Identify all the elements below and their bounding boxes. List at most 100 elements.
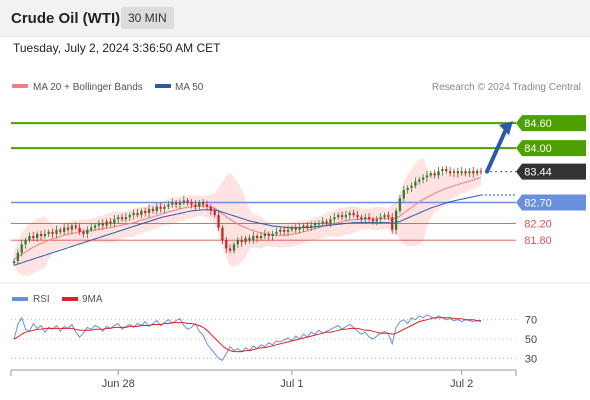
legend: MA 20 + Bollinger Bands MA 50 Research ©… — [12, 82, 581, 93]
candle-body — [109, 221, 112, 224]
x-tick-label: Jul 1 — [280, 378, 303, 390]
candle-body — [217, 215, 220, 228]
candle-body — [406, 187, 409, 190]
candle-body — [159, 206, 162, 209]
candle-body — [472, 171, 475, 174]
candle-body — [313, 223, 317, 226]
candle-body — [120, 217, 124, 220]
level-label-81.80: 81.80 — [524, 235, 552, 247]
bollinger-bands — [14, 157, 481, 276]
candle-body — [348, 213, 351, 216]
candle-body — [178, 202, 182, 205]
candle-body — [256, 236, 259, 239]
chart-header: Crude Oil (WTI) 30 MIN — [0, 0, 590, 37]
candle-body — [228, 248, 232, 251]
arrow-shaft — [485, 125, 509, 174]
candle-body — [32, 236, 35, 239]
candle-body — [418, 179, 421, 182]
level-label-82.70: 82.70 — [524, 198, 552, 210]
candle-body — [468, 171, 471, 174]
rsi-level-label-70: 70 — [525, 315, 537, 327]
candle-body — [398, 198, 402, 211]
candle-body — [66, 227, 70, 230]
chart-datetime: Tuesday, July 2, 2024 3:36:50 AM CET — [13, 41, 221, 55]
candle-body — [225, 240, 228, 249]
candle-body — [429, 173, 432, 176]
candle-body — [464, 171, 467, 174]
level-labels: 84.60 84.00 83.44 82.70 82.20 81.80 — [516, 115, 586, 247]
candle-body — [16, 252, 20, 262]
candle-body — [51, 231, 54, 234]
candle-body — [182, 200, 185, 203]
candle-body — [344, 215, 348, 218]
level-lines — [11, 122, 516, 241]
candle-body — [248, 238, 251, 241]
candle-body — [36, 233, 39, 239]
x-tick-label: Jun 28 — [102, 378, 135, 390]
candle-body — [97, 223, 101, 226]
candle-body — [479, 171, 483, 173]
candle-body — [186, 200, 189, 203]
candle-body — [279, 229, 282, 232]
candle-body — [371, 219, 375, 222]
x-axis: Jun 28 Jul 1 Jul 2 — [102, 370, 473, 390]
candle-body — [55, 229, 58, 234]
candle-body — [101, 223, 104, 226]
rsi-ma-legend-swatch — [62, 297, 78, 301]
candle-body — [290, 227, 294, 230]
candle-body — [310, 225, 313, 228]
candle-body — [375, 219, 378, 222]
candle-body — [140, 210, 143, 216]
candle-body — [151, 208, 155, 211]
candle-body — [201, 202, 205, 205]
candle-body — [82, 231, 85, 234]
rsi-ma-line — [13, 317, 481, 353]
candle-body — [113, 219, 116, 224]
candle-body — [433, 173, 436, 176]
candle-body — [402, 190, 405, 199]
ma20-legend-swatch — [12, 84, 28, 88]
candle-body — [70, 225, 74, 230]
candle-body — [333, 217, 336, 220]
candle-body — [329, 219, 332, 224]
arrow-head — [499, 121, 513, 136]
moving-averages — [13, 177, 516, 266]
candle-body — [302, 225, 305, 228]
rsi-ma-legend-label: 9MA — [82, 294, 103, 305]
candle-body — [171, 202, 174, 205]
timeframe-button[interactable]: 30 MIN — [121, 7, 174, 29]
candle-body — [174, 202, 178, 205]
candle-body — [275, 231, 278, 234]
candle-body — [448, 171, 452, 174]
candle-body — [321, 221, 324, 224]
bollinger-band-area — [14, 157, 481, 276]
candle-body — [78, 227, 81, 232]
candle-body — [452, 171, 456, 174]
level-tag-84.60 — [516, 115, 586, 132]
candle-body — [325, 221, 328, 224]
candle-body — [379, 217, 382, 220]
candle-body — [190, 202, 193, 205]
candle-body — [441, 169, 444, 172]
level-tag-82.70 — [516, 194, 586, 211]
candle-body — [240, 240, 243, 243]
candle-body — [93, 225, 97, 228]
candle-body — [28, 236, 31, 241]
candle-body — [205, 204, 209, 207]
rsi-level-label-50: 50 — [525, 334, 537, 346]
candle-body — [317, 223, 321, 225]
candle-body — [232, 244, 236, 251]
candle-body — [43, 233, 47, 236]
candle-body — [259, 236, 263, 239]
rsi-panel: 70 50 30 — [11, 314, 537, 365]
candle-body — [267, 233, 270, 236]
candle-body — [86, 229, 89, 234]
candle-body — [124, 217, 128, 220]
candle-body — [298, 227, 301, 230]
candle-body — [167, 204, 170, 207]
candle-body — [12, 261, 16, 264]
candle-body — [136, 213, 139, 216]
candle-body — [132, 213, 135, 216]
candle-body — [360, 217, 363, 220]
